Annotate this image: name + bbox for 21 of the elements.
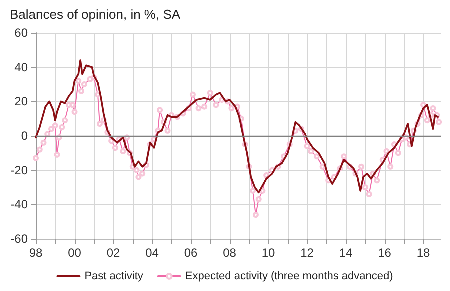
y-tick-label: 20 [14,94,28,109]
x-tick-label: 98 [29,246,43,260]
x-tick-label: 10 [262,246,276,260]
legend-label: Past activity [84,270,144,282]
x-tick-label: 00 [68,246,82,260]
y-tick-label: -40 [10,198,28,212]
chart-title: Balances of opinion, in %, SA [10,7,181,22]
x-tick-label: 02 [106,246,121,260]
y-tick-label: 0 [21,129,28,143]
y-tick-label: 60 [14,26,28,40]
y-tick-label: -60 [10,232,28,246]
x-tick-label: 08 [223,246,237,260]
x-tick-label: 16 [378,246,392,260]
x-tick-label: 18 [416,246,431,260]
x-tick-label: 12 [300,246,314,260]
x-tick-label: 04 [146,246,160,260]
y-tick-label: 40 [14,60,28,74]
legend-label: Expected activity (three months advanced) [185,270,394,282]
y-tick-label: -20 [10,163,28,178]
x-tick-label: 14 [339,246,354,260]
x-tick-label: 06 [184,246,198,260]
